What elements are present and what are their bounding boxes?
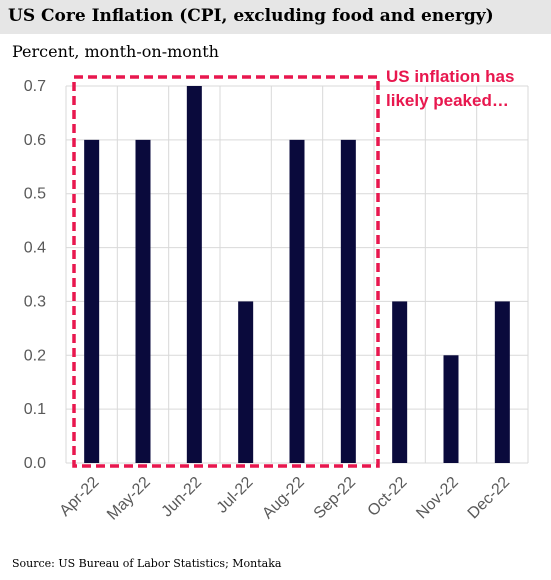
y-tick-label: 0.2	[24, 347, 46, 364]
bar	[494, 301, 510, 463]
bar	[443, 355, 459, 463]
y-tick-label: 0.3	[24, 293, 46, 310]
chart-title: US Core Inflation (CPI, excluding food a…	[8, 6, 494, 26]
bar	[186, 86, 202, 463]
x-tick-label: Nov-22	[413, 474, 462, 523]
x-tick-label: Jun-22	[159, 474, 206, 521]
y-tick-label: 0.1	[24, 401, 46, 418]
annotation-text: US inflation has	[386, 67, 514, 86]
y-tick-label: 0.5	[24, 186, 46, 203]
source-note: Source: US Bureau of Labor Statistics; M…	[12, 557, 282, 570]
x-tick-label: Sep-22	[311, 474, 360, 523]
x-tick-label: Dec-22	[465, 474, 514, 523]
y-tick-label: 0.4	[24, 240, 46, 257]
bar	[289, 139, 305, 463]
x-tick-label: May-22	[104, 474, 154, 524]
highlight-box	[72, 75, 380, 468]
bar	[135, 139, 151, 463]
bar	[238, 301, 254, 463]
y-tick-label: 0.7	[24, 78, 46, 95]
bar	[392, 301, 408, 463]
bar	[340, 139, 356, 463]
y-tick-label: 0.6	[24, 132, 46, 149]
annotation-text: likely peaked…	[386, 91, 509, 110]
x-tick-label: Aug-22	[259, 474, 308, 523]
chart-subtitle: Percent, month-on-month	[12, 42, 219, 61]
y-tick-label: 0.0	[24, 455, 46, 472]
x-tick-label: Jul-22	[214, 474, 257, 517]
x-tick-label: Oct-22	[365, 474, 411, 520]
title-bar	[0, 0, 551, 34]
bar	[84, 139, 100, 463]
x-tick-label: Apr-22	[57, 474, 103, 520]
